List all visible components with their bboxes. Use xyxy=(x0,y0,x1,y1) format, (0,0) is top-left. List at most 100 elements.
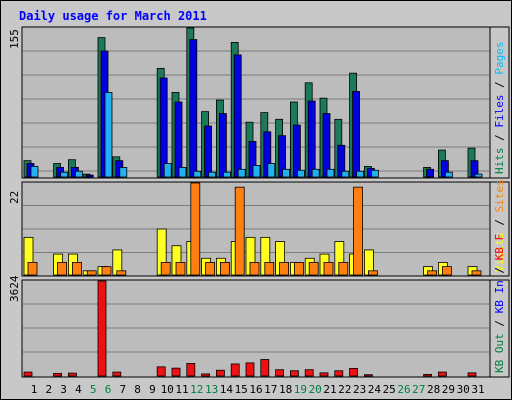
panel-3: 3624 KB Out / KB In / KB F xyxy=(8,234,510,378)
bar-kb-f-day-4 xyxy=(68,372,77,377)
bar-kb-f-day-20 xyxy=(304,369,314,377)
bar-kb-f-day-14 xyxy=(215,369,225,377)
bar-kb-f-day-18 xyxy=(275,369,285,377)
bar-pages-day-23 xyxy=(356,170,365,178)
bar-pages-day-29 xyxy=(444,171,453,178)
bar-sites-day-21 xyxy=(323,262,334,276)
bar-pages-day-17 xyxy=(267,163,276,178)
bar-kb-f-day-11 xyxy=(171,367,181,377)
bar-kb-f-day-23 xyxy=(349,367,359,377)
bar-kb-f-day-19 xyxy=(289,370,299,377)
bar-kb-f-day-22 xyxy=(334,370,344,377)
legend-separator: / xyxy=(493,212,506,232)
bar-pages-day-20 xyxy=(311,168,320,178)
x-tick-label-day-16: 16 xyxy=(249,383,262,396)
x-tick-label-day-22: 22 xyxy=(338,383,351,396)
bar-kb-f-day-21 xyxy=(319,372,329,377)
bar-kb-f-day-17 xyxy=(260,359,270,377)
x-tick-label-day-27: 27 xyxy=(412,383,425,396)
x-tick-label-day-10: 10 xyxy=(161,383,174,396)
x-tick-label-day-6: 6 xyxy=(105,383,112,396)
bar-files-day-14 xyxy=(218,113,227,178)
panel-1-legend-strip xyxy=(489,26,510,179)
bar-pages-day-1 xyxy=(30,166,39,178)
bar-files-day-11 xyxy=(174,101,183,178)
bar-kb-f-day-24 xyxy=(363,374,373,377)
panel-1-legend: Hits / Files / Pages xyxy=(493,42,506,175)
chart-title: Daily usage for March 2011 xyxy=(19,9,207,23)
x-tick-label-day-21: 21 xyxy=(323,383,336,396)
bar-kb-f-day-29 xyxy=(437,371,447,377)
bar-files-day-18 xyxy=(278,135,287,178)
bar-sites-day-20 xyxy=(308,262,319,276)
x-tick-label-day-13: 13 xyxy=(205,383,218,396)
x-tick-label-day-25: 25 xyxy=(383,383,396,396)
bar-pages-day-16 xyxy=(252,165,261,178)
bar-sites-day-22 xyxy=(338,262,349,276)
bar-sites-day-15 xyxy=(234,186,245,276)
bar-files-day-21 xyxy=(322,113,331,178)
legend-visits: Visits xyxy=(493,232,506,272)
legend-separator: / xyxy=(493,128,506,148)
bar-sites-day-12 xyxy=(190,182,201,276)
bar-sites-day-14 xyxy=(219,262,230,276)
bar-kb-f-day-10 xyxy=(156,366,166,377)
bar-files-day-22 xyxy=(337,144,346,178)
panel-3-legend: KB Out / KB In / KB F xyxy=(493,234,506,373)
bar-pages-day-18 xyxy=(282,168,291,178)
panel-2-legend: Visits / Sites xyxy=(493,179,506,272)
bar-kb-f-day-13 xyxy=(201,373,211,377)
x-tick-label-day-4: 4 xyxy=(75,383,82,396)
legend-sites: Sites xyxy=(493,179,506,212)
bar-sites-day-16 xyxy=(249,262,260,276)
bar-kb-f-day-16 xyxy=(245,362,255,377)
x-tick-label-day-31: 31 xyxy=(471,383,484,396)
bar-pages-day-11 xyxy=(178,166,187,178)
bar-files-day-28 xyxy=(426,168,435,178)
bar-sites-day-24 xyxy=(367,270,378,276)
bar-sites-day-1 xyxy=(27,262,38,276)
bar-sites-day-11 xyxy=(175,262,186,276)
legend-kb-in: KB In xyxy=(493,280,506,313)
bar-pages-day-15 xyxy=(237,168,246,178)
bar-kb-f-day-6 xyxy=(97,280,107,377)
panel-2: 22 Visits / Sites xyxy=(8,179,510,277)
x-tick-label-day-20: 20 xyxy=(309,383,322,396)
bar-files-day-19 xyxy=(292,124,301,178)
bar-pages-day-31 xyxy=(474,173,483,178)
bar-pages-day-3 xyxy=(60,171,68,178)
bar-sites-day-13 xyxy=(205,262,216,276)
x-tick-label-day-11: 11 xyxy=(175,383,188,396)
bar-pages-day-21 xyxy=(326,168,335,178)
bar-pages-day-19 xyxy=(296,169,305,178)
bar-kb-f-day-31 xyxy=(467,372,477,377)
x-tick-label-day-12: 12 xyxy=(190,383,203,396)
bar-files-day-12 xyxy=(189,39,198,178)
bar-sites-day-29 xyxy=(441,266,452,276)
x-axis-day-labels: 1 2 3 4 5 6 7 8 9 10 11 12 13 14 15 16 17 18 19 20 21 22 23 24 2… xyxy=(31,383,485,396)
panel-1-ymax-label: 155 xyxy=(8,29,21,49)
bar-kb-f-day-28 xyxy=(423,374,433,377)
bar-pages-day-24 xyxy=(370,169,379,178)
x-tick-label-day-15: 15 xyxy=(235,383,248,396)
panel-1: 155 Hits / Files / Pages xyxy=(8,26,510,179)
x-tick-label-day-29: 29 xyxy=(442,383,455,396)
bar-files-day-17 xyxy=(263,131,272,178)
x-tick-label-day-2: 2 xyxy=(45,383,52,396)
legend-kb-f: KB F xyxy=(493,234,506,261)
panel-2-ymax-label: 22 xyxy=(8,191,21,204)
bar-sites-day-4 xyxy=(72,262,82,276)
bar-files-day-10 xyxy=(159,77,168,178)
x-tick-label-day-3: 3 xyxy=(60,383,67,396)
x-tick-label-day-9: 9 xyxy=(149,383,156,396)
legend-files: Files xyxy=(493,95,506,128)
bar-files-day-15 xyxy=(233,54,242,178)
series-files xyxy=(26,39,479,178)
bar-sites-day-31 xyxy=(471,270,482,276)
x-tick-label-day-5: 5 xyxy=(90,383,97,396)
bar-kb-f-day-3 xyxy=(53,372,62,377)
bar-pages-day-10 xyxy=(163,163,172,178)
